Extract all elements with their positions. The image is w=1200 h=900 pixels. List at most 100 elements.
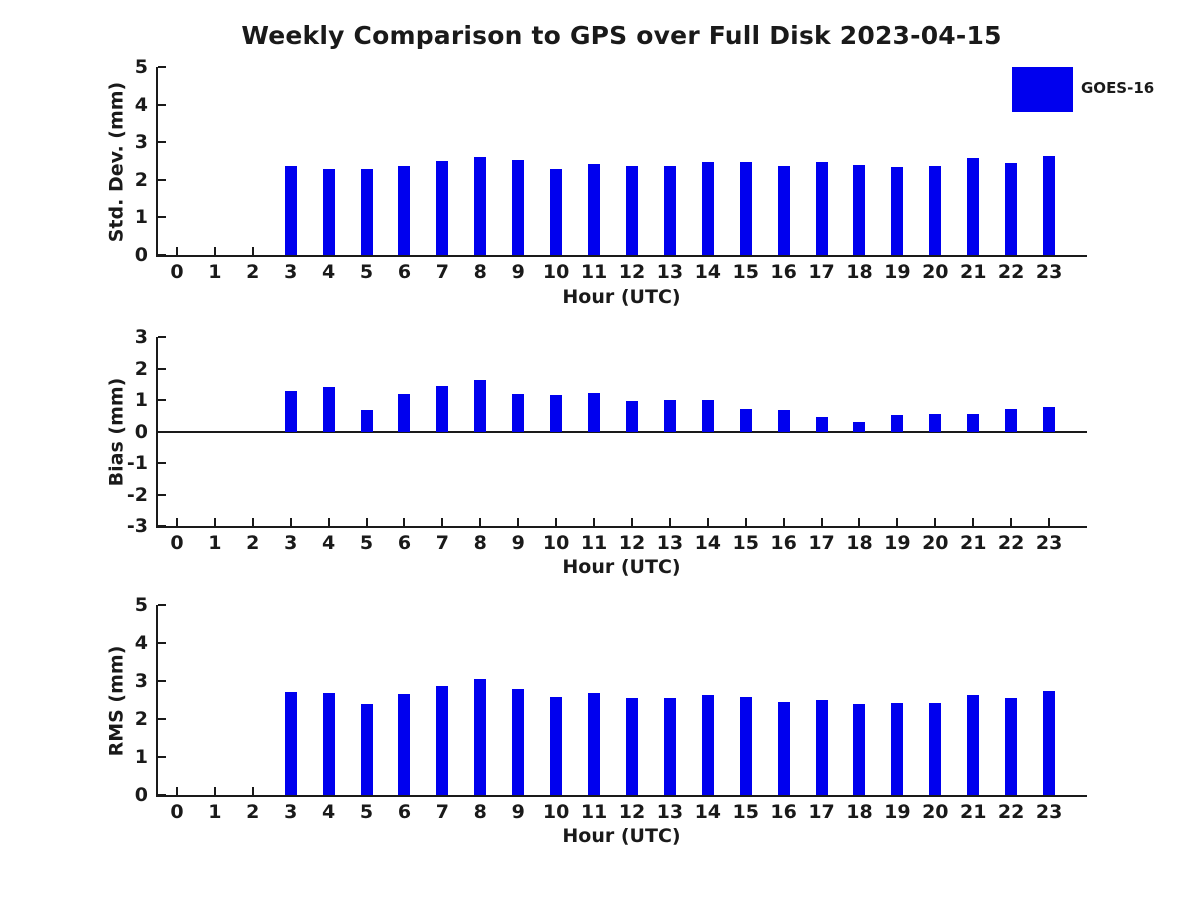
x-tick-label: 20	[922, 801, 949, 823]
x-tick-label: 4	[322, 532, 336, 554]
x-tick-label: 22	[997, 261, 1025, 283]
bar-hour-20	[929, 413, 942, 432]
bar-hour-11	[588, 164, 601, 255]
bar-hour-22	[1005, 162, 1018, 255]
x-tick-mark	[706, 518, 709, 526]
x-tick-label: 17	[808, 801, 835, 823]
legend-label: GOES-16	[1081, 79, 1155, 97]
x-tick-label: 19	[884, 532, 911, 554]
x-tick-label: 21	[960, 801, 987, 823]
x-tick-label: 1	[208, 532, 222, 554]
x-tick-label: 0	[170, 261, 184, 283]
x-tick-mark	[555, 518, 558, 526]
bar-hour-11	[588, 393, 601, 432]
x-tick-mark	[782, 518, 785, 526]
x-tick-label: 14	[694, 261, 722, 283]
y-tick-label: 3	[134, 326, 148, 348]
bar-hour-10	[550, 394, 563, 432]
x-tick-mark	[1048, 518, 1051, 526]
x-tick-mark	[517, 518, 520, 526]
x-tick-mark	[668, 518, 671, 526]
x-tick-mark	[1010, 518, 1013, 526]
bar-hour-12	[625, 400, 638, 432]
y-tick-mark	[158, 756, 166, 758]
x-tick-label: 18	[846, 532, 873, 554]
bar-hour-9	[512, 159, 525, 255]
y-tick-label: -1	[126, 452, 148, 474]
x-tick-label: 22	[997, 532, 1025, 554]
bar-hour-12	[625, 698, 638, 795]
x-tick-label: 1	[208, 801, 222, 823]
x-tick-label: 7	[435, 801, 449, 823]
x-tick-label: 20	[922, 532, 949, 554]
bar-hour-14	[701, 400, 714, 432]
x-tick-label: 3	[284, 261, 298, 283]
bar-hour-21	[967, 414, 980, 432]
x-tick-label: 11	[580, 532, 608, 554]
x-tick-label: 6	[397, 532, 412, 554]
bar-hour-5	[360, 410, 373, 432]
bar-hour-3	[284, 692, 297, 795]
y-tick-mark	[158, 367, 166, 370]
x-tick-label: 8	[473, 532, 487, 554]
y-tick-mark	[158, 794, 166, 796]
bar-hour-6	[398, 394, 411, 432]
x-tick-label: 4	[322, 261, 336, 283]
bar-hour-23	[1043, 156, 1056, 255]
bar-hour-17	[815, 700, 828, 795]
bar-hour-16	[777, 701, 790, 795]
y-tick-label: 3	[134, 670, 148, 692]
bar-hour-6	[398, 165, 411, 255]
bar-hour-15	[739, 162, 752, 255]
y-tick-mark	[158, 493, 166, 496]
x-tick-mark	[365, 518, 368, 526]
x-tick-label: 5	[359, 801, 374, 823]
bar-hour-5	[360, 704, 373, 795]
x-tick-label: 12	[618, 801, 646, 823]
x-tick-label: 8	[473, 801, 487, 823]
y-tick-mark	[158, 718, 166, 720]
bar-hour-4	[322, 692, 335, 795]
x-tick-label: 19	[884, 801, 911, 823]
x-tick-mark	[820, 518, 823, 526]
x-tick-label: 23	[1035, 261, 1063, 283]
bar-hour-9	[512, 688, 525, 795]
x-tick-label: 16	[770, 801, 797, 823]
bar-hour-20	[929, 702, 942, 795]
bar-hour-8	[474, 380, 487, 432]
x-tick-label: 10	[542, 261, 570, 283]
x-tick-label: 21	[960, 532, 987, 554]
x-tick-label: 16	[770, 261, 797, 283]
x-tick-mark	[175, 518, 178, 526]
x-tick-mark	[289, 518, 292, 526]
y-tick-mark	[158, 66, 166, 68]
y-tick-label: 2	[134, 357, 148, 380]
x-tick-label: 2	[246, 532, 260, 554]
x-tick-mark	[251, 787, 254, 795]
y-tick-label: 0	[134, 784, 148, 806]
y-tick-label: -2	[126, 483, 148, 506]
x-tick-label: 20	[922, 261, 949, 283]
bar-hour-13	[663, 166, 676, 255]
y-tick-label: 2	[134, 168, 148, 191]
bar-hour-3	[284, 390, 297, 432]
bar-hour-8	[474, 678, 487, 795]
x-tick-label: 3	[284, 532, 298, 554]
bar-hour-19	[891, 415, 904, 432]
bar-hour-7	[436, 161, 449, 255]
x-tick-label: 11	[580, 801, 608, 823]
bar-hour-10	[550, 697, 563, 795]
bar-hour-22	[1005, 408, 1018, 432]
y-tick-mark	[158, 216, 166, 219]
x-tick-mark	[175, 787, 178, 795]
y-tick-label: 2	[134, 708, 148, 730]
bar-hour-17	[815, 161, 828, 255]
y-tick-mark	[158, 178, 166, 181]
x-tick-label: 10	[542, 801, 570, 823]
y-tick-label: -3	[126, 515, 148, 537]
x-tick-mark	[403, 518, 406, 526]
bar-hour-21	[967, 158, 980, 255]
y-tick-mark	[158, 141, 166, 144]
bar-hour-4	[322, 386, 335, 432]
y-tick-label: 5	[134, 594, 148, 616]
